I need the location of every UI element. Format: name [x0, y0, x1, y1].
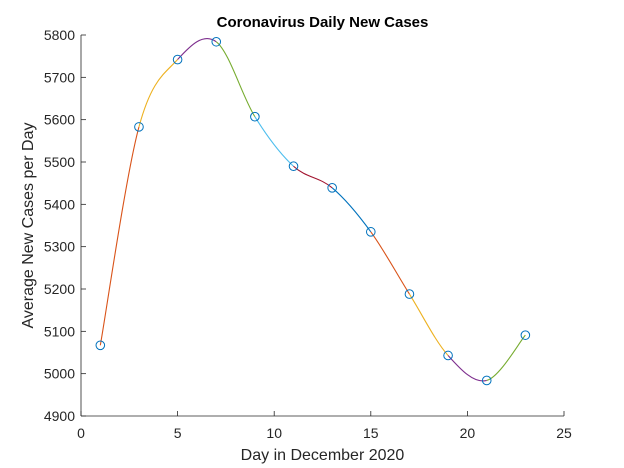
curve-segments — [99, 37, 526, 382]
chart-title: Coronavirus Daily New Cases — [217, 14, 429, 31]
y-tick-label: 5300 — [44, 239, 75, 255]
y-tick-label: 5700 — [44, 69, 75, 85]
curve-segment — [331, 187, 372, 233]
x-tick-label: 10 — [266, 425, 282, 441]
curve-segment — [370, 231, 410, 295]
data-markers — [95, 36, 531, 386]
x-tick-label: 0 — [77, 425, 85, 441]
data-point — [211, 36, 222, 47]
x-axis-title: Day in December 2020 — [241, 447, 405, 464]
y-tick-label: 5600 — [44, 112, 75, 128]
data-point — [443, 350, 453, 361]
y-tick-label: 5000 — [44, 366, 75, 382]
curve-segment — [486, 334, 526, 381]
y-tick-label: 5400 — [44, 196, 75, 212]
x-tick-label: 15 — [363, 425, 379, 441]
data-point — [366, 227, 376, 237]
curve-segment — [215, 41, 256, 117]
axes: 0 5 10 15 20 25 4900 5000 5100 5200 5300 5400 5500 56… — [44, 27, 572, 441]
y-tick-label: 5200 — [44, 281, 75, 297]
curve-segment — [254, 116, 294, 167]
y-tick-label: 5800 — [44, 27, 75, 43]
curve-segment — [177, 37, 217, 60]
curve-segment — [99, 126, 140, 346]
x-tick-label: 5 — [174, 425, 182, 441]
data-point — [327, 183, 337, 193]
y-tick-label: 4900 — [44, 408, 75, 424]
curve-segment — [408, 293, 449, 356]
curve-segment — [138, 59, 179, 128]
data-point — [95, 340, 106, 351]
data-point — [404, 289, 415, 299]
y-axis-title: Average New Cases per Day — [20, 122, 37, 328]
data-point — [172, 54, 183, 65]
curve-segment — [293, 165, 333, 189]
data-point — [481, 375, 492, 386]
data-point — [250, 111, 260, 122]
y-tick-label: 5500 — [44, 154, 75, 170]
x-tick-label: 25 — [556, 425, 572, 441]
y-tick-label: 5100 — [44, 323, 75, 339]
data-point — [288, 161, 299, 172]
x-tick-label: 20 — [460, 425, 476, 441]
curve-segment — [447, 355, 487, 382]
data-point — [520, 330, 531, 340]
data-point — [134, 122, 144, 132]
